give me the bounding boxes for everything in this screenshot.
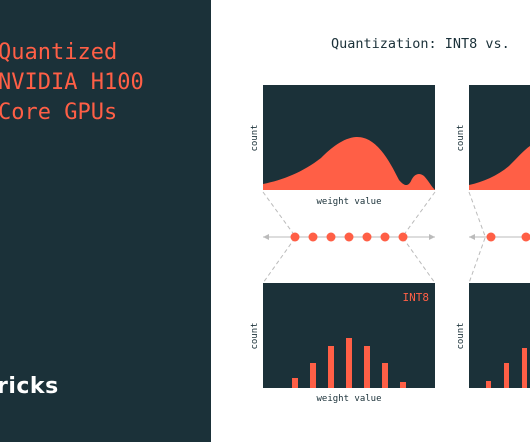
mapping-line-bottom-left [262,237,296,284]
histogram-bar [382,363,388,388]
second-y-axis-label: count [456,124,466,151]
histogram-bar [400,382,406,388]
second-hist-bar [522,348,527,388]
number-line-left-arrow [263,234,269,240]
quant-point [290,232,300,242]
second-hist-bar [486,381,491,388]
title-line-3: Core GPUs [0,100,118,125]
brand-logo-text: ricks [0,374,59,399]
left-panel: Quantized NVIDIA H100 Core GPUs ricks [0,0,211,442]
quant-point [326,232,336,242]
second-hist-bar [504,363,509,388]
int8-label: INT8 [403,291,430,304]
mapping-line-top-left [262,191,296,237]
second-distribution-curve [469,146,530,190]
second-quant-point [486,232,496,242]
quant-point [398,232,408,242]
quantization-diagram: count weight value INT8 count weight val… [250,85,530,404]
quant-point [362,232,372,242]
original-x-axis-label: weight value [316,197,381,207]
mapping-line-top-right [402,191,436,237]
second-mapping-line-bottom [468,237,486,284]
mapping-line-bottom-right [402,237,436,284]
quant-point [344,232,354,242]
histogram-bar [310,363,316,388]
figure-panel: Quantization: INT8 vs. count weight valu… [211,0,530,442]
quantized-y-axis-label: count [250,322,260,349]
second-quant-point [521,232,530,242]
quant-point [308,232,318,242]
second-mapping-line-top [468,191,486,237]
figure-headline: Quantization: INT8 vs. [331,36,510,52]
quantized-histogram-bars [292,338,406,388]
number-line-right-arrow [429,234,435,240]
histogram-bar [292,378,298,388]
quantized-x-axis-label: weight value [316,394,381,404]
original-distribution-curve [263,136,435,190]
histogram-bar [328,346,334,388]
histogram-bar [364,346,370,388]
quant-point [380,232,390,242]
quantization-points [290,232,408,242]
page-title: Quantized NVIDIA H100 Core GPUs [0,38,211,128]
second-histogram-box [469,283,530,388]
second-quantized-y-axis-label: count [456,322,466,349]
title-line-2: NVIDIA H100 [0,70,144,95]
title-line-1: Quantized [0,40,118,65]
second-number-line-arrow [469,234,475,240]
original-y-axis-label: count [250,124,260,151]
histogram-bar [346,338,352,388]
